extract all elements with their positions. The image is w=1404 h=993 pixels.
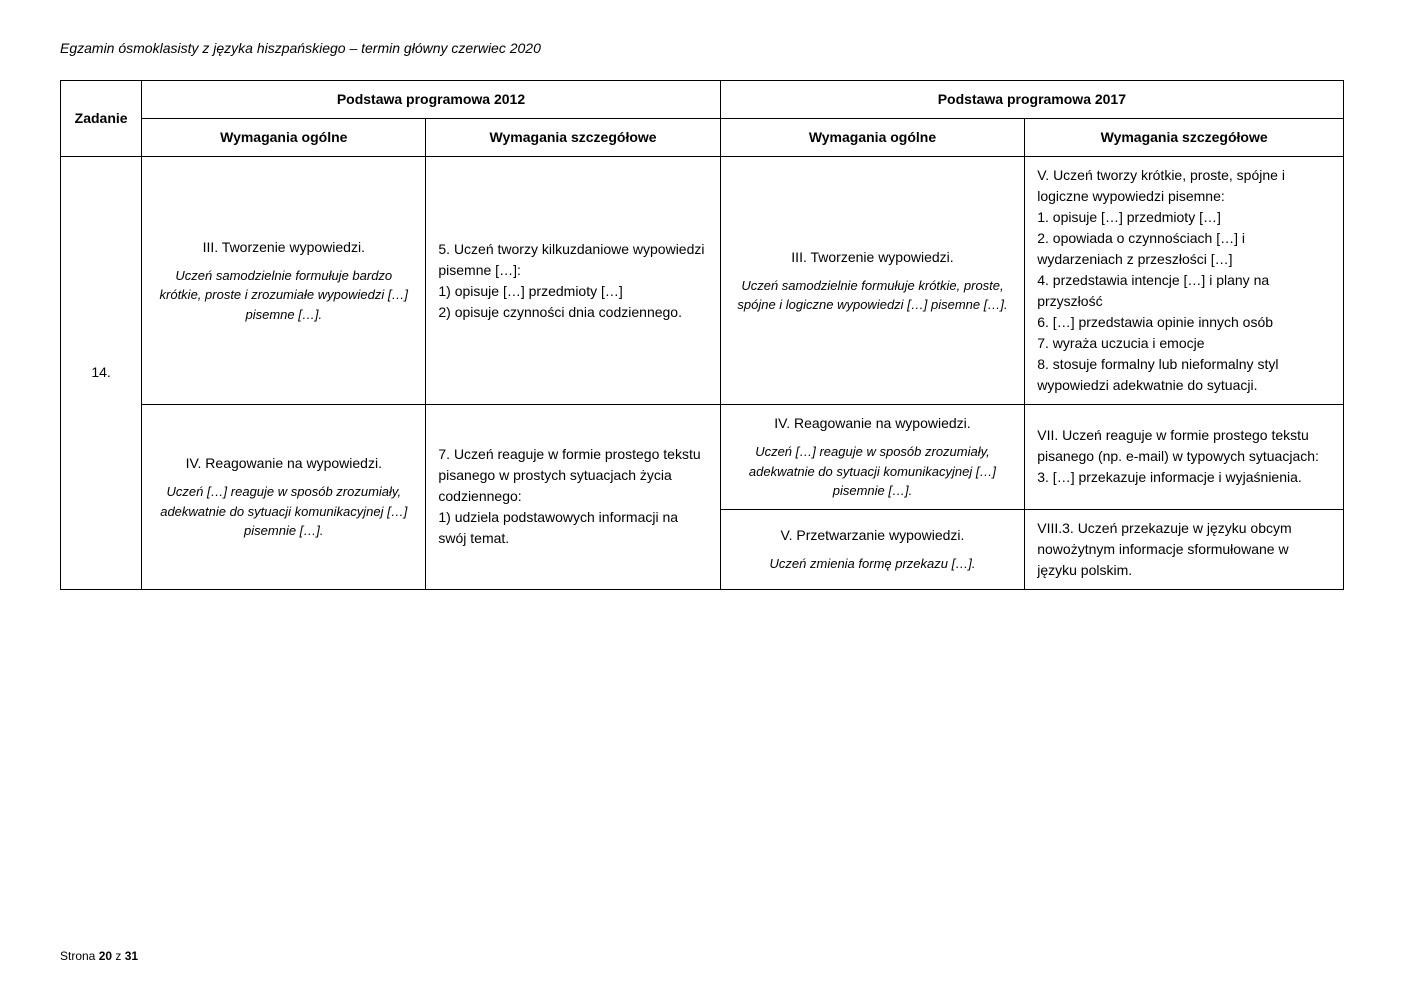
cell-sub: Uczeń […] reaguje w sposób zrozumiały, a… [733,442,1013,501]
cell-sub: Uczeń zmienia formę przekazu […]. [733,554,1013,574]
table-row: 14. III. Tworzenie wypowiedzi. Uczeń sam… [61,157,1344,405]
cell-2012-szczegolowe-1: 5. Uczeń tworzy kilkuzdaniowe wypowiedzi… [426,157,720,405]
cell-2017-ogolne-3: V. Przetwarzanie wypowiedzi. Uczeń zmien… [720,509,1025,589]
col-pp2012: Podstawa programowa 2012 [142,81,721,119]
task-number-cell: 14. [61,157,142,590]
cell-sub: Uczeń samodzielnie formułuje krótkie, pr… [733,276,1013,315]
cell-2017-ogolne-1: III. Tworzenie wypowiedzi. Uczeń samodzi… [720,157,1025,405]
cell-2017-szczegolowe-1: V. Uczeń tworzy krótkie, proste, spójne … [1025,157,1344,405]
cell-2017-szczegolowe-2: VII. Uczeń reaguje w formie prostego tek… [1025,405,1344,510]
col-2017-ogolne: Wymagania ogólne [720,119,1025,157]
cell-2012-ogolne-1: III. Tworzenie wypowiedzi. Uczeń samodzi… [142,157,426,405]
cell-2012-szczegolowe-2: 7. Uczeń reaguje w formie prostego tekst… [426,405,720,590]
cell-main: V. Przetwarzanie wypowiedzi. [733,525,1013,546]
document-header: Egzamin ósmoklasisty z języka hiszpański… [60,40,1344,56]
requirements-table: Zadanie Podstawa programowa 2012 Podstaw… [60,80,1344,590]
col-pp2017: Podstawa programowa 2017 [720,81,1343,119]
col-2012-ogolne: Wymagania ogólne [142,119,426,157]
cell-sub: Uczeń […] reaguje w sposób zrozumiały, a… [154,482,413,541]
cell-sub: Uczeń samodzielnie formułuje bardzo krót… [154,266,413,325]
col-zadanie: Zadanie [61,81,142,157]
cell-main: III. Tworzenie wypowiedzi. [154,237,413,258]
cell-main: IV. Reagowanie na wypowiedzi. [733,413,1013,434]
cell-2017-ogolne-2: IV. Reagowanie na wypowiedzi. Uczeń […] … [720,405,1025,510]
col-2017-szczegolowe: Wymagania szczegółowe [1025,119,1344,157]
cell-2012-ogolne-2: IV. Reagowanie na wypowiedzi. Uczeń […] … [142,405,426,590]
table-header-row-2: Wymagania ogólne Wymagania szczegółowe W… [61,119,1344,157]
col-2012-szczegolowe: Wymagania szczegółowe [426,119,720,157]
cell-2017-szczegolowe-3: VIII.3. Uczeń przekazuje w języku obcym … [1025,509,1344,589]
cell-main: IV. Reagowanie na wypowiedzi. [154,453,413,474]
table-header-row-1: Zadanie Podstawa programowa 2012 Podstaw… [61,81,1344,119]
page-footer: Strona 20 z 31 [60,949,138,963]
cell-main: III. Tworzenie wypowiedzi. [733,247,1013,268]
table-row: IV. Reagowanie na wypowiedzi. Uczeń […] … [61,405,1344,510]
